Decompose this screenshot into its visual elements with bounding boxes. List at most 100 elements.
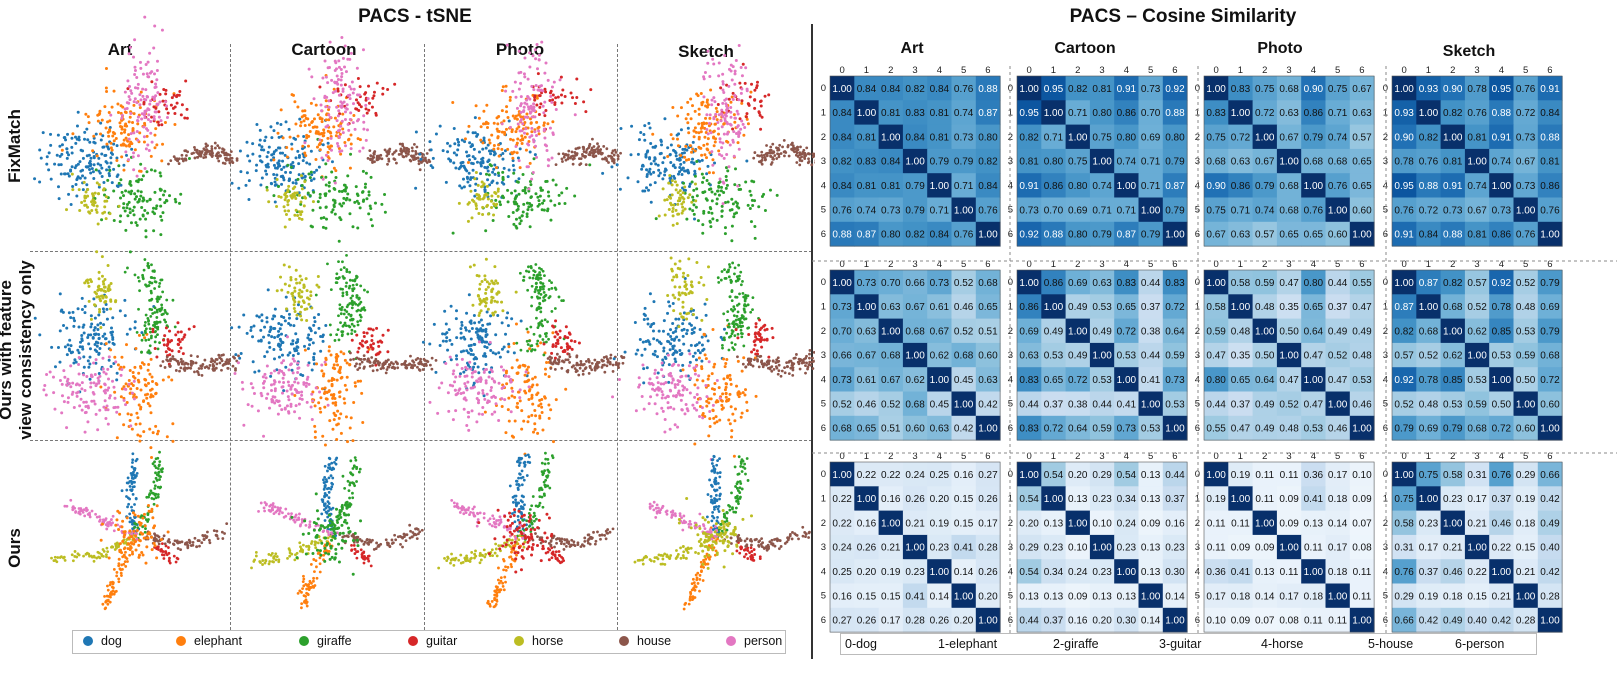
tsne-point: [379, 153, 383, 157]
tsne-point: [158, 320, 162, 324]
tsne-point: [482, 196, 486, 200]
tsne-point: [517, 159, 521, 163]
tsne-point: [318, 407, 322, 411]
tsne-point: [366, 346, 370, 350]
tsne-point: [109, 141, 113, 145]
tsne-point: [289, 404, 293, 408]
tsne-point: [385, 368, 389, 371]
tsne-point: [165, 107, 169, 111]
tsne-point: [175, 101, 179, 105]
tsne-point: [514, 144, 518, 148]
tsne-point: [663, 213, 667, 217]
tsne-point: [60, 152, 64, 156]
tsne-point: [649, 162, 653, 166]
tsne-point: [247, 179, 251, 183]
tsne-point: [152, 115, 156, 119]
tsne-point: [493, 299, 497, 303]
tsne-point: [492, 213, 496, 217]
tsne-point: [82, 400, 86, 404]
tsne-point: [288, 135, 292, 139]
tsne-point: [161, 142, 165, 146]
tsne-point: [87, 365, 91, 369]
tsne-point: [107, 355, 111, 359]
tsne-point: [514, 114, 518, 118]
tsne-point: [102, 289, 106, 293]
tsne-point: [130, 382, 134, 386]
tsne-point: [519, 319, 523, 323]
tsne-point: [391, 152, 395, 156]
tsne-point: [513, 197, 517, 201]
tsne-point: [124, 189, 128, 193]
tsne-point: [127, 95, 131, 99]
tsne-point: [355, 119, 359, 123]
tsne-point: [660, 143, 664, 147]
tsne-point: [682, 160, 686, 164]
tsne-point: [705, 121, 709, 125]
tsne-point: [360, 391, 364, 395]
tsne-point: [168, 364, 171, 368]
tsne-point: [147, 113, 151, 117]
tsne-point: [312, 190, 316, 194]
tsne-point: [480, 157, 484, 161]
tsne-point: [671, 105, 675, 109]
tsne-point: [269, 374, 273, 378]
tsne-point: [340, 101, 344, 105]
tsne-point: [107, 358, 111, 362]
tsne-point: [745, 159, 749, 163]
tsne-point: [58, 378, 62, 382]
tsne-point: [506, 147, 510, 151]
tsne-point: [273, 200, 277, 204]
tsne-point: [236, 361, 240, 365]
tsne-point: [671, 302, 675, 306]
tsne-point: [140, 112, 144, 116]
tsne-point: [381, 333, 385, 337]
tsne-point: [611, 363, 615, 367]
tsne-point: [527, 270, 531, 274]
tsne-point: [355, 294, 359, 298]
tsne-point: [452, 127, 456, 131]
tsne-point: [645, 186, 649, 190]
tsne-point: [128, 115, 132, 119]
tsne-point: [602, 144, 606, 148]
tsne-point: [336, 89, 340, 93]
tsne-point: [57, 163, 61, 167]
tsne-point: [384, 371, 388, 375]
tsne-point: [590, 146, 594, 150]
tsne-point: [334, 89, 338, 93]
tsne-point: [95, 181, 99, 185]
tsne-point: [705, 98, 709, 102]
tsne-point: [451, 100, 455, 104]
tsne-point: [146, 316, 150, 320]
tsne-point: [146, 368, 150, 372]
tsne-point: [87, 333, 91, 337]
tsne-point: [686, 112, 690, 116]
tsne-point: [719, 119, 723, 123]
tsne-point: [311, 200, 315, 204]
tsne-point: [238, 356, 242, 360]
tsne-point: [549, 199, 553, 203]
tsne-point: [153, 306, 157, 310]
tsne-point: [513, 80, 517, 84]
tsne-point: [336, 144, 340, 148]
tsne-point: [673, 176, 677, 180]
tsne-point: [298, 274, 302, 278]
tsne-point: [314, 386, 318, 390]
tsne-point: [390, 361, 393, 364]
tsne-point: [425, 152, 429, 155]
tsne-point: [141, 333, 145, 337]
tsne-point: [101, 145, 105, 149]
tsne-point: [159, 215, 163, 219]
tsne-point: [538, 194, 542, 198]
tsne-point: [353, 384, 357, 388]
tsne-point: [95, 344, 99, 348]
tsne-point: [284, 195, 288, 199]
tsne-point: [321, 177, 325, 181]
tsne-point: [99, 326, 103, 330]
tsne-point: [234, 353, 238, 357]
tsne-point: [83, 281, 87, 285]
tsne-point: [201, 362, 205, 366]
tsne-point: [294, 137, 298, 141]
tsne-point: [309, 329, 313, 333]
tsne-point: [711, 217, 715, 221]
tsne-point: [472, 365, 476, 369]
